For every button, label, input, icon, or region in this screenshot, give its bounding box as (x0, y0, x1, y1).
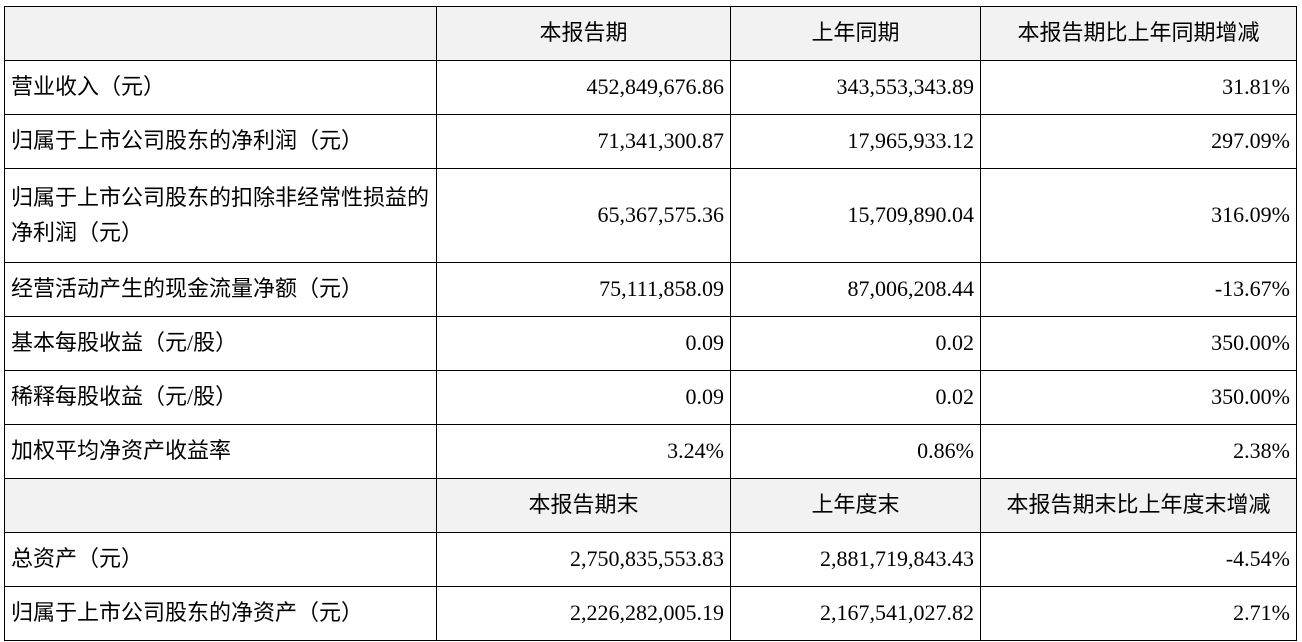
row-label: 经营活动产生的现金流量净额（元） (4, 262, 437, 317)
data-row: 加权平均净资产收益率 3.24% 0.86% 2.38% (4, 424, 1297, 479)
data-row: 营业收入（元） 452,849,676.86 343,553,343.89 31.81… (4, 60, 1297, 115)
row-label: 总资产（元） (4, 532, 437, 587)
value-cell: 2.71% (980, 586, 1297, 641)
value-cell: 3.24% (436, 424, 731, 479)
value-cell: -4.54% (980, 532, 1297, 587)
value-cell: 31.81% (980, 60, 1297, 115)
value-cell: 350.00% (980, 370, 1297, 425)
data-row: 稀释每股收益（元/股） 0.09 0.02 350.00% (4, 370, 1297, 425)
data-row: 归属于上市公司股东的扣除非经常性损益的净利润（元） 65,367,575.36 15… (4, 168, 1297, 263)
value-cell: 2,750,835,553.83 (436, 532, 731, 587)
row-label: 归属于上市公司股东的净利润（元） (4, 114, 437, 169)
value-cell: 297.09% (980, 114, 1297, 169)
data-row: 经营活动产生的现金流量净额（元） 75,111,858.09 87,006,208.… (4, 262, 1297, 317)
value-cell: 452,849,676.86 (436, 60, 731, 115)
value-cell: 0.09 (436, 316, 731, 371)
value-cell: 65,367,575.36 (436, 168, 731, 263)
header-cell (4, 6, 437, 61)
table-body: 本报告期 上年同期 本报告期比上年同期增减 营业收入（元） 452,849,676.86… (4, 6, 1297, 641)
header-row: 本报告期末 上年度末 本报告期末比上年度末增减 (4, 478, 1297, 533)
header-row: 本报告期 上年同期 本报告期比上年同期增减 (4, 6, 1297, 61)
value-cell: 0.02 (730, 370, 981, 425)
row-label: 归属于上市公司股东的净资产（元） (4, 586, 437, 641)
value-cell: 15,709,890.04 (730, 168, 981, 263)
value-cell: 316.09% (980, 168, 1297, 263)
value-cell: 75,111,858.09 (436, 262, 731, 317)
value-cell: -13.67% (980, 262, 1297, 317)
value-cell: 0.02 (730, 316, 981, 371)
row-label: 营业收入（元） (4, 60, 437, 115)
value-cell: 0.86% (730, 424, 981, 479)
row-label: 稀释每股收益（元/股） (4, 370, 437, 425)
data-row: 归属于上市公司股东的净利润（元） 71,341,300.87 17,965,933.… (4, 114, 1297, 169)
data-row: 归属于上市公司股东的净资产（元） 2,226,282,005.19 2,167,54… (4, 586, 1297, 641)
financial-table: 本报告期 上年同期 本报告期比上年同期增减 营业收入（元） 452,849,676.86… (4, 6, 1297, 641)
value-cell: 2,167,541,027.82 (730, 586, 981, 641)
row-label: 加权平均净资产收益率 (4, 424, 437, 479)
header-cell: 上年度末 (730, 478, 981, 533)
header-cell (4, 478, 437, 533)
row-label: 基本每股收益（元/股） (4, 316, 437, 371)
value-cell: 2,226,282,005.19 (436, 586, 731, 641)
header-cell: 本报告期比上年同期增减 (980, 6, 1297, 61)
value-cell: 0.09 (436, 370, 731, 425)
header-cell: 本报告期 (436, 6, 731, 61)
header-cell: 本报告期末 (436, 478, 731, 533)
header-cell: 上年同期 (730, 6, 981, 61)
value-cell: 350.00% (980, 316, 1297, 371)
value-cell: 2,881,719,843.43 (730, 532, 981, 587)
header-cell: 本报告期末比上年度末增减 (980, 478, 1297, 533)
value-cell: 17,965,933.12 (730, 114, 981, 169)
value-cell: 343,553,343.89 (730, 60, 981, 115)
value-cell: 2.38% (980, 424, 1297, 479)
row-label: 归属于上市公司股东的扣除非经常性损益的净利润（元） (4, 168, 437, 263)
data-row: 总资产（元） 2,750,835,553.83 2,881,719,843.43 -4… (4, 532, 1297, 587)
data-row: 基本每股收益（元/股） 0.09 0.02 350.00% (4, 316, 1297, 371)
value-cell: 71,341,300.87 (436, 114, 731, 169)
value-cell: 87,006,208.44 (730, 262, 981, 317)
